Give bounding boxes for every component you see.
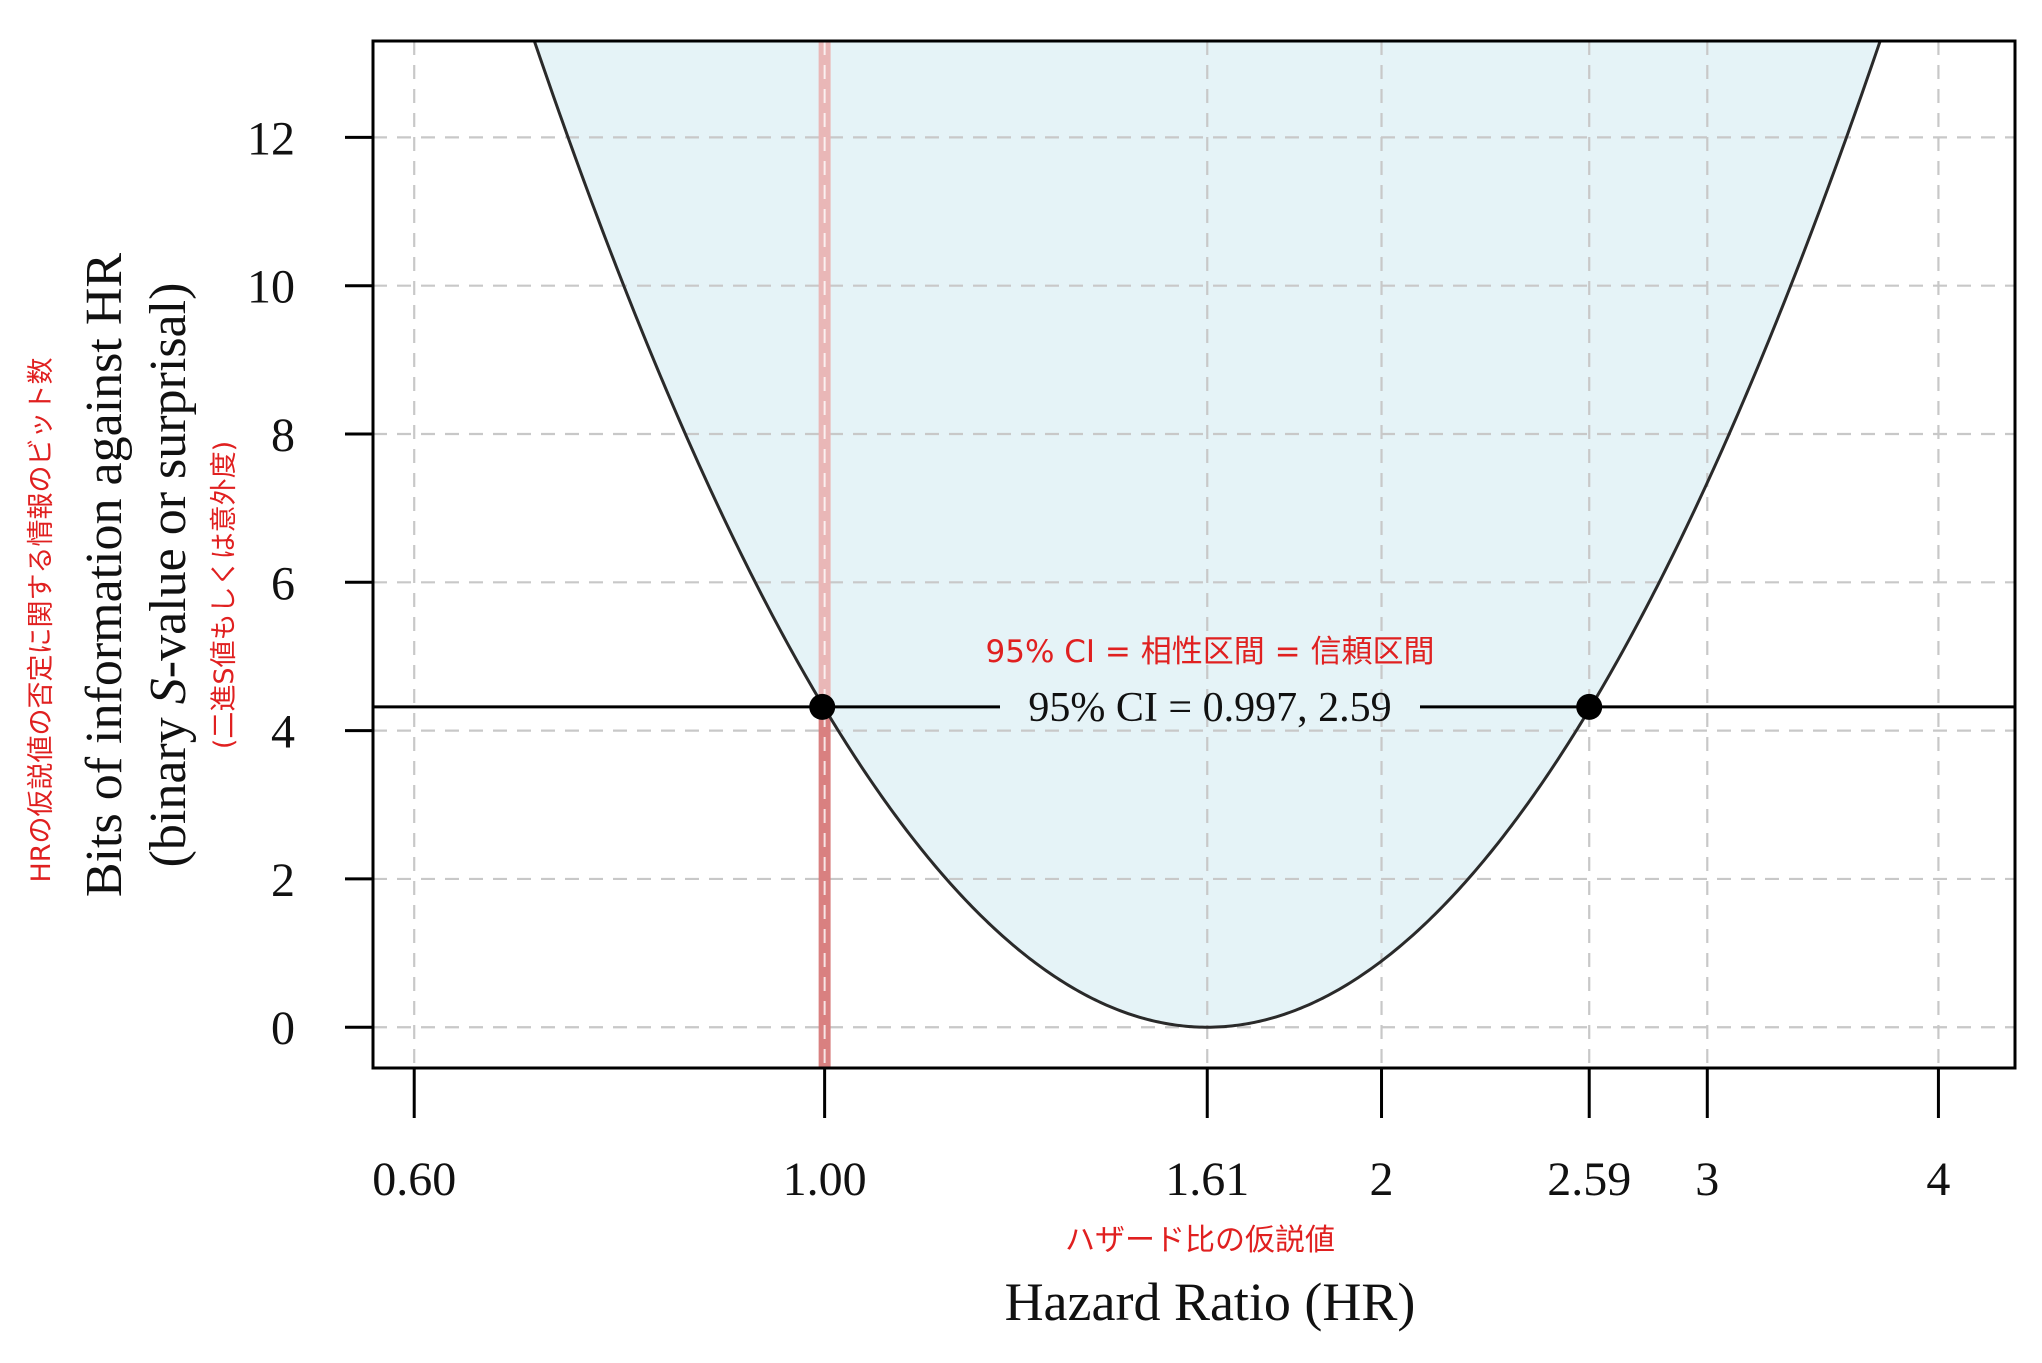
y-tick-label: 8 [271, 409, 295, 462]
x-tick-label: 1.61 [1165, 1153, 1249, 1206]
ci-label-ja: 95% CI = 相性区間 = 信頼区間 [986, 634, 1435, 670]
x-axis-title: Hazard Ratio (HR) [1005, 1272, 1416, 1332]
y-tick-label: 10 [247, 261, 295, 314]
curve-line [532, 40, 1882, 1029]
y-axis-title-ja-2: (二進S値もしくは意外度) [209, 441, 240, 749]
y-axis-title-line1: Bits of information against HR [76, 253, 133, 897]
plot-frame [371, 39, 2017, 1070]
y-axis: 0 2 4 6 8 10 12 [247, 112, 373, 1055]
y-tick-label: 0 [271, 1002, 295, 1055]
ci-point [1576, 693, 1603, 720]
reference-line-hr1 [818, 41, 831, 1068]
y-axis-title-ja-1: HRの仮説値の否定に関する情報のビット数 [26, 357, 57, 882]
ci-point [809, 693, 836, 720]
y-tick-label: 12 [247, 112, 295, 165]
ci-line-group: 95% CI = 0.997, 2.59 95% CI = 相性区間 = 信頼区間 [373, 634, 2015, 731]
y-tick-label: 4 [271, 706, 295, 759]
x-tick-label: 2 [1370, 1153, 1394, 1206]
y-axis-title-line2-prefix: (binary [140, 704, 197, 867]
y-axis-title-line2-italic: S [140, 678, 197, 704]
y-axis-title-line2-suffix: -value or surprisal) [140, 283, 197, 679]
x-tick-label: 3 [1695, 1153, 1719, 1206]
s-value-curve [532, 40, 1882, 1029]
x-tick-label: 2.59 [1547, 1153, 1631, 1206]
ci-label: 95% CI = 0.997, 2.59 [1028, 685, 1391, 731]
y-axis-title-line2: (binary S-value or surprisal) [140, 283, 197, 868]
reference-band-upper [818, 41, 831, 709]
x-tick-label: 1.00 [783, 1153, 867, 1206]
x-tick-label: 4 [1926, 1153, 1950, 1206]
y-tick-label: 2 [271, 854, 295, 907]
y-tick-label: 6 [271, 557, 295, 610]
x-tick-label: 0.60 [372, 1153, 456, 1206]
x-axis: 0.60 1.00 1.61 2 2.59 3 4 [372, 1068, 1950, 1206]
x-axis-title-ja: ハザード比の仮説値 [1065, 1223, 1335, 1258]
